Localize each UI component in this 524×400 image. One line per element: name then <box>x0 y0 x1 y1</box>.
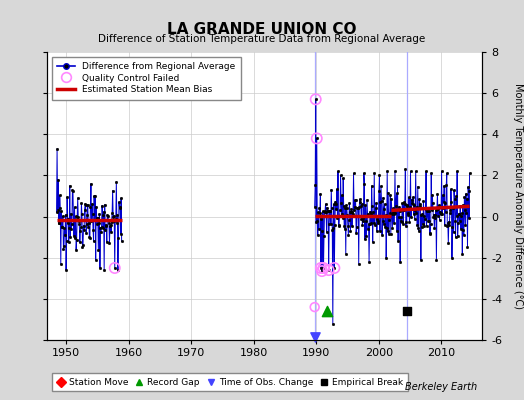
Text: LA GRANDE UNION CO: LA GRANDE UNION CO <box>167 22 357 37</box>
Point <box>324 267 333 273</box>
Point <box>111 265 119 271</box>
Point <box>403 308 411 314</box>
Y-axis label: Monthly Temperature Anomaly Difference (°C): Monthly Temperature Anomaly Difference (… <box>514 83 523 309</box>
Legend: Station Move, Record Gap, Time of Obs. Change, Empirical Break: Station Move, Record Gap, Time of Obs. C… <box>52 373 408 391</box>
Text: Difference of Station Temperature Data from Regional Average: Difference of Station Temperature Data f… <box>99 34 425 44</box>
Point <box>319 265 328 271</box>
Text: Berkeley Earth: Berkeley Earth <box>405 382 477 392</box>
Point <box>318 268 326 274</box>
Point <box>323 308 331 314</box>
Point <box>312 135 321 142</box>
Point <box>312 96 320 102</box>
Point <box>316 265 325 271</box>
Point <box>311 304 319 310</box>
Point <box>330 265 339 271</box>
Point <box>311 334 319 340</box>
